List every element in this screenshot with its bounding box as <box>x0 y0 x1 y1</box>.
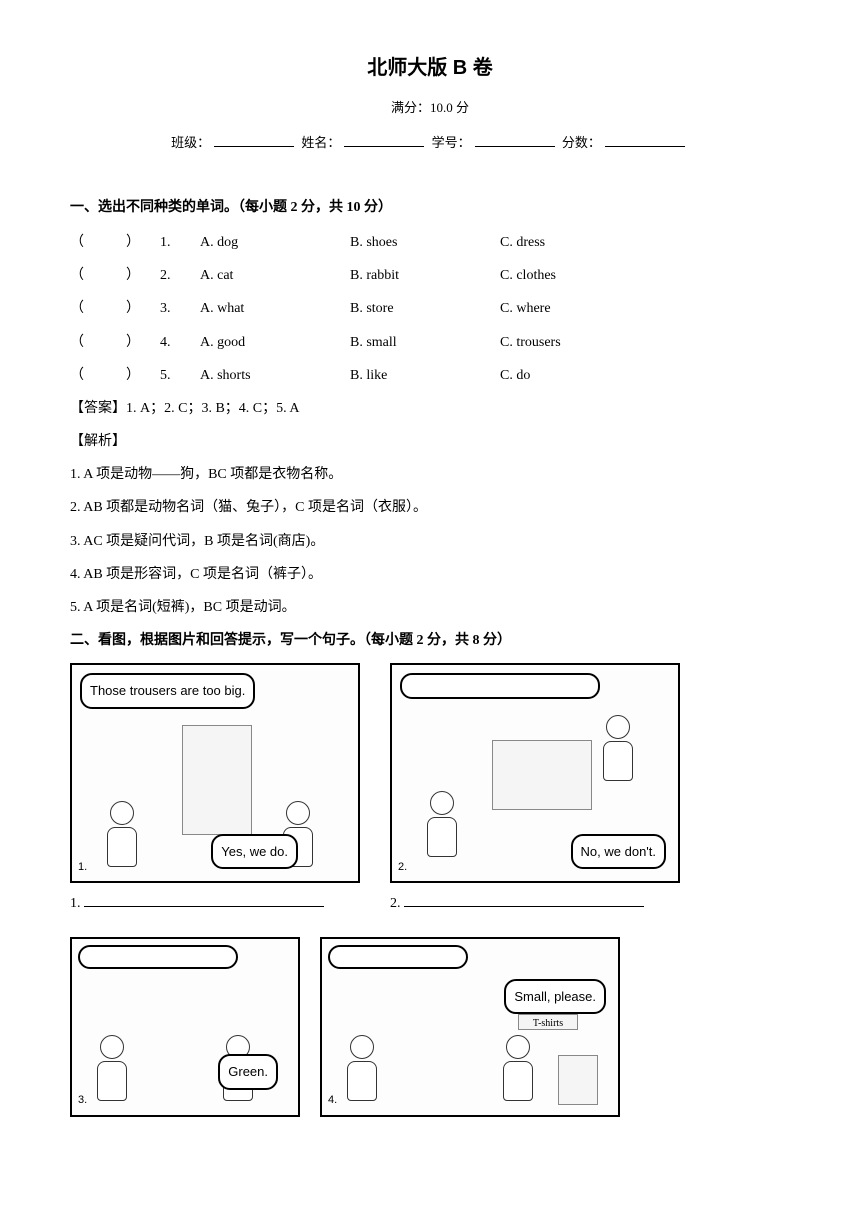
explain-line: 1. A 项是动物——狗，BC 项都是衣物名称。 <box>70 462 790 487</box>
empty-bubble <box>328 945 468 969</box>
image-4: Small, please. T-shirts 4. <box>320 937 620 1117</box>
explain-line: 2. AB 项都是动物名词（猫、兔子），C 项是名词（衣服）。 <box>70 495 790 520</box>
empty-bubble <box>78 945 238 969</box>
q-opt-a: A. shorts <box>200 363 350 388</box>
empty-bubble <box>400 673 600 699</box>
corner-num: 3. <box>78 1091 87 1111</box>
q-opt-b: B. small <box>350 330 500 355</box>
id-label: 学号： <box>432 135 471 150</box>
explain-line: 4. AB 项是形容词，C 项是名词（裤子）。 <box>70 562 790 587</box>
q-opt-c: C. do <box>500 363 650 388</box>
q-num: 5. <box>160 363 200 388</box>
question-row: （ ） 5. A. shorts B. like C. do <box>70 363 790 388</box>
explain-line: 3. AC 项是疑问代词，B 项是名词(商店)。 <box>70 529 790 554</box>
q-opt-c: C. clothes <box>500 263 650 288</box>
person-sketch <box>598 715 638 785</box>
q-num: 1. <box>160 230 200 255</box>
person-sketch <box>92 1035 132 1105</box>
page-title: 北师大版 B 卷 <box>70 50 790 86</box>
images-row-2: Green. 3. Small, please. T-shirts 4. <box>70 937 790 1117</box>
sign: T-shirts <box>518 1014 578 1030</box>
q-opt-b: B. like <box>350 363 500 388</box>
paren: （ ） <box>70 263 160 288</box>
question-row: （ ） 1. A. dog B. shoes C. dress <box>70 230 790 255</box>
score-label: 分数： <box>562 135 601 150</box>
q-opt-b: B. store <box>350 296 500 321</box>
person-sketch <box>102 801 142 871</box>
explain-line: 5. A 项是名词(短裤)，BC 项是动词。 <box>70 595 790 620</box>
name-blank[interactable] <box>344 146 424 147</box>
explain-title: 【解析】 <box>70 429 790 454</box>
section2-title: 二、看图，根据图片和回答提示，写一个句子。（每小题 2 分，共 8 分） <box>70 628 790 653</box>
section1-title: 一、选出不同种类的单词。（每小题 2 分，共 10 分） <box>70 195 790 220</box>
corner-num: 4. <box>328 1091 337 1111</box>
person-sketch <box>342 1035 382 1105</box>
question-row: （ ） 2. A. cat B. rabbit C. clothes <box>70 263 790 288</box>
tshirt-display <box>558 1055 598 1105</box>
id-blank[interactable] <box>475 146 555 147</box>
image-1: Those trousers are too big. Yes, we do. … <box>70 663 360 883</box>
question-row: （ ） 3. A. what B. store C. where <box>70 296 790 321</box>
image-3: Green. 3. <box>70 937 300 1117</box>
answer-blanks: 1. 2. <box>70 891 790 916</box>
paren: （ ） <box>70 230 160 255</box>
speech-bubble: Those trousers are too big. <box>80 673 255 708</box>
class-label: 班级： <box>171 135 210 150</box>
blank-line[interactable] <box>84 906 324 907</box>
q-num: 2. <box>160 263 200 288</box>
blank-num: 2. <box>390 896 401 911</box>
corner-num: 1. <box>78 858 87 878</box>
q-num: 4. <box>160 330 200 355</box>
q-opt-c: C. dress <box>500 230 650 255</box>
paren: （ ） <box>70 296 160 321</box>
speech-bubble: No, we don't. <box>571 834 666 869</box>
answer-blank-2: 2. <box>390 891 680 916</box>
subtitle: 满分：10.0 分 <box>70 96 790 119</box>
q-opt-c: C. where <box>500 296 650 321</box>
image-2: No, we don't. 2. <box>390 663 680 883</box>
q-opt-b: B. rabbit <box>350 263 500 288</box>
q-opt-c: C. trousers <box>500 330 650 355</box>
name-label: 姓名： <box>301 135 340 150</box>
q-opt-a: A. dog <box>200 230 350 255</box>
counter <box>492 740 592 810</box>
q-opt-a: A. good <box>200 330 350 355</box>
speech-bubble: Small, please. <box>504 979 606 1014</box>
clothes-rack <box>182 725 252 835</box>
paren: （ ） <box>70 363 160 388</box>
corner-num: 2. <box>398 858 407 878</box>
answer-blank-1: 1. <box>70 891 360 916</box>
q-num: 3. <box>160 296 200 321</box>
speech-bubble: Green. <box>218 1054 278 1089</box>
info-line: 班级： 姓名： 学号： 分数： <box>70 131 790 154</box>
class-blank[interactable] <box>214 146 294 147</box>
speech-bubble: Yes, we do. <box>211 834 298 869</box>
images-row-1: Those trousers are too big. Yes, we do. … <box>70 663 790 883</box>
person-sketch <box>422 791 462 861</box>
score-blank[interactable] <box>605 146 685 147</box>
person-sketch <box>498 1035 538 1105</box>
answer-line: 【答案】1. A；2. C；3. B；4. C；5. A <box>70 396 790 421</box>
paren: （ ） <box>70 330 160 355</box>
blank-num: 1. <box>70 896 81 911</box>
q-opt-a: A. cat <box>200 263 350 288</box>
blank-line[interactable] <box>404 906 644 907</box>
q-opt-a: A. what <box>200 296 350 321</box>
q-opt-b: B. shoes <box>350 230 500 255</box>
question-row: （ ） 4. A. good B. small C. trousers <box>70 330 790 355</box>
